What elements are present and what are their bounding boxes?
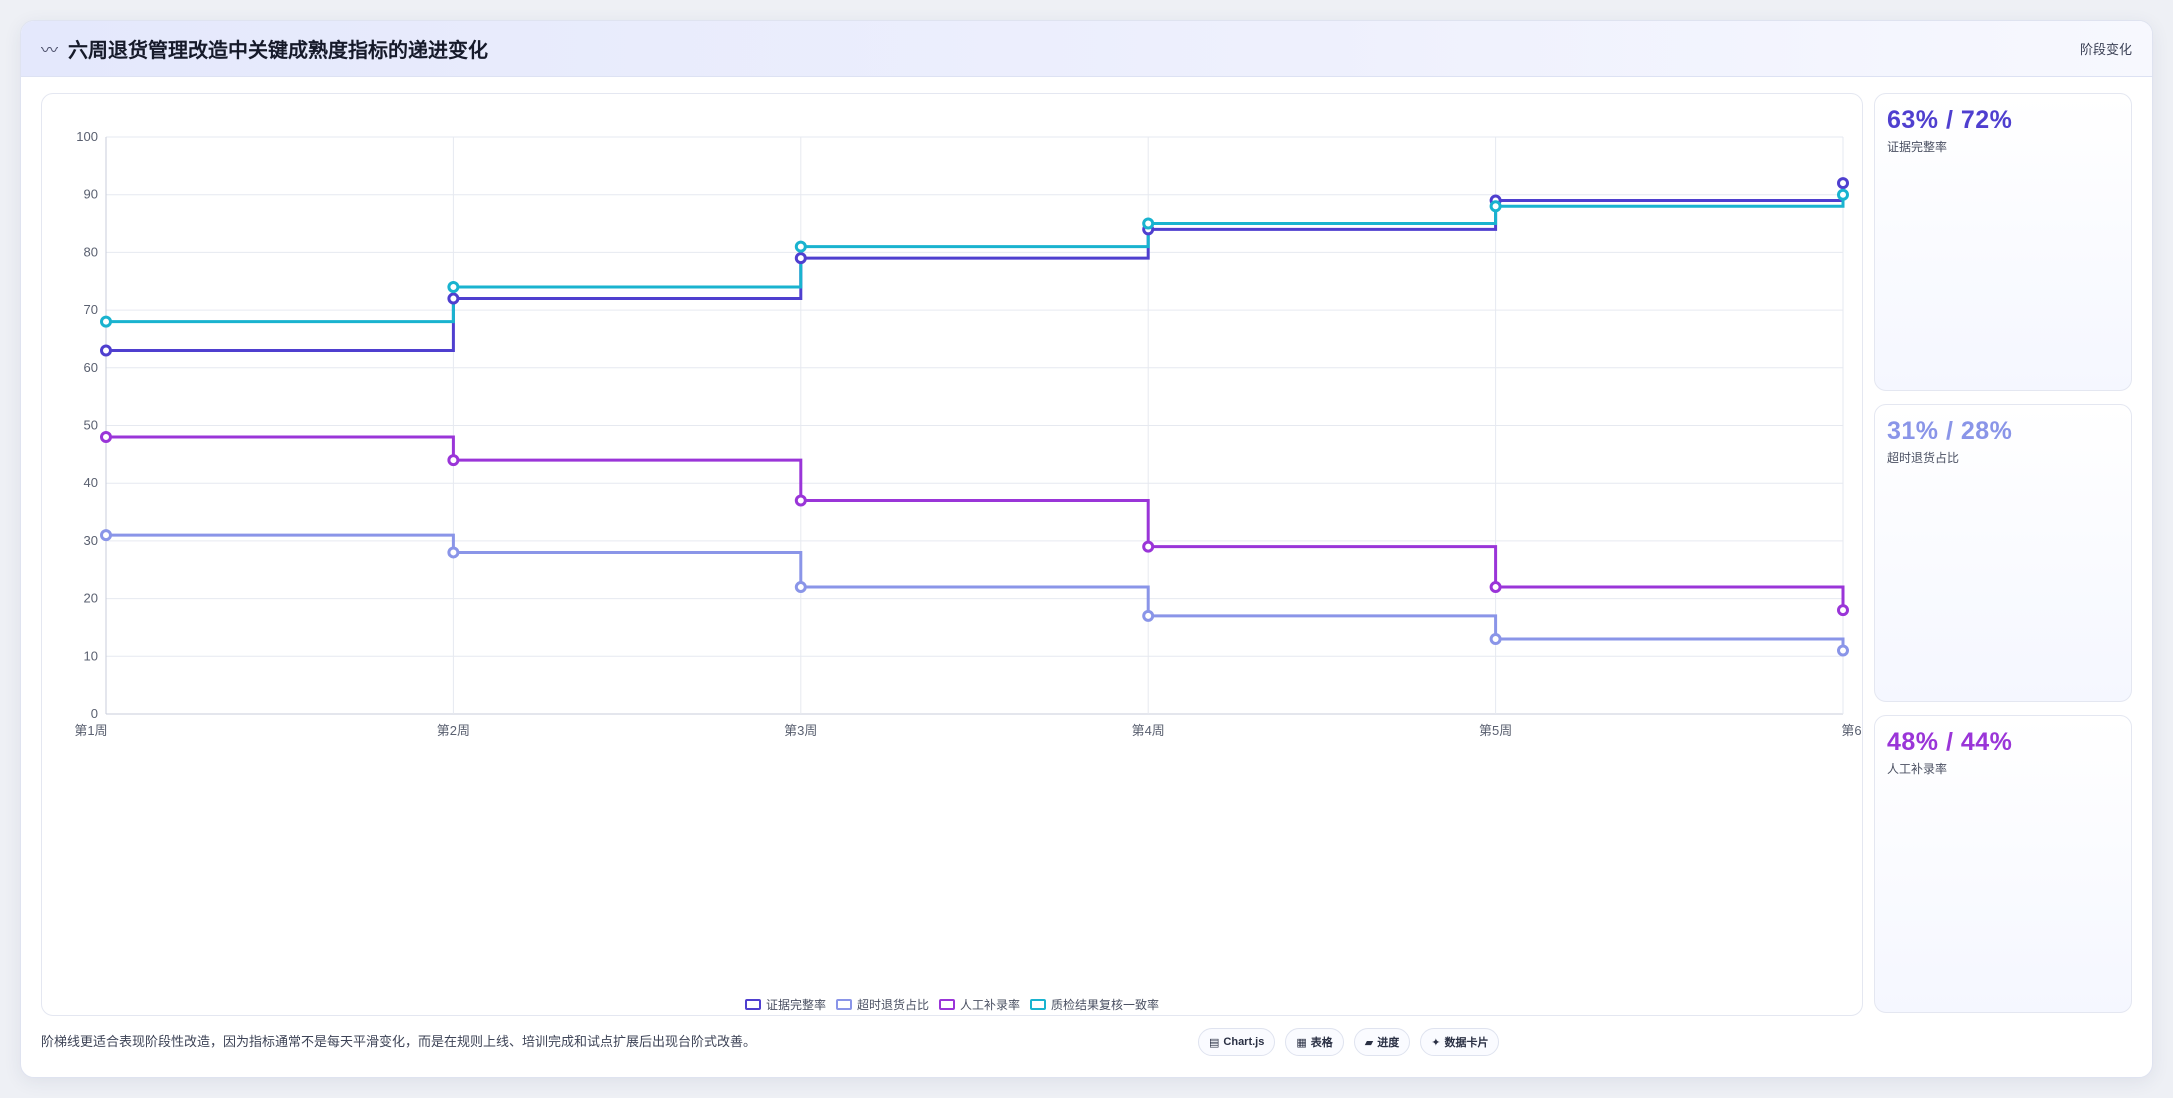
data-point	[1142, 217, 1155, 230]
series-line	[106, 183, 1845, 352]
chart-card: 〰 六周退货管理改造中关键成熟度指标的递进变化 阶段变化 0 10 20 30 40 50…	[20, 20, 2153, 1078]
pill-label: 表格	[1310, 1037, 1333, 1049]
data-point	[1142, 609, 1155, 622]
chart-icon: ▤	[1209, 1036, 1220, 1049]
data-point	[447, 546, 460, 559]
side-card-evidence: 63% / 72% 证据完整率	[1874, 93, 2132, 391]
chartjs-pill[interactable]: ▤ Chart.js	[1198, 1028, 1276, 1056]
data-point	[794, 494, 807, 507]
legend-item[interactable]: 人工补录率	[939, 996, 1020, 1013]
legend-swatch	[1030, 999, 1047, 1010]
data-point	[1489, 200, 1502, 213]
page-title: 六周退货管理改造中关键成熟度指标的递进变化	[68, 40, 488, 62]
x-tick-label: 第5周	[1479, 723, 1512, 738]
chart-legend: 证据完整率 超时退货占比 人工补录率 质检结果复核一致率	[42, 996, 1862, 1013]
x-tick-label: 第1周	[74, 723, 107, 738]
y-tick-label: 0	[91, 706, 98, 721]
y-tick-label: 40	[84, 475, 98, 490]
sparkle-icon: ✦	[1431, 1036, 1441, 1049]
data-card-pill[interactable]: ✦ 数据卡片	[1420, 1028, 1500, 1056]
table-pill[interactable]: ▦ 表格	[1285, 1028, 1344, 1056]
side-card-value: 31% / 28%	[1887, 417, 2013, 445]
pill-label: 进度	[1377, 1037, 1400, 1049]
data-point	[794, 581, 807, 594]
progress-icon: ▰	[1364, 1036, 1374, 1049]
data-point	[100, 315, 112, 328]
y-tick-label: 10	[84, 648, 98, 663]
side-card-manual: 48% / 44% 人工补录率	[1874, 715, 2132, 1013]
y-tick-label: 20	[84, 591, 98, 606]
data-point	[447, 454, 460, 467]
legend-item[interactable]: 超时退货占比	[835, 996, 929, 1013]
progress-pill[interactable]: ▰ 进度	[1353, 1028, 1411, 1056]
legend-swatch	[835, 999, 852, 1010]
data-point	[1489, 632, 1502, 645]
legend-item[interactable]: 质检结果复核一致率	[1030, 996, 1159, 1013]
data-point	[1489, 581, 1502, 594]
data-point	[794, 240, 807, 253]
x-tick-label: 第4周	[1132, 723, 1165, 738]
data-point	[1837, 177, 1849, 190]
title-wrap: 〰 六周退货管理改造中关键成熟度指标的递进变化	[41, 34, 488, 63]
data-point	[100, 344, 112, 357]
x-tick-label: 第3周	[784, 723, 817, 738]
side-card-label: 人工补录率	[1887, 762, 1948, 776]
y-tick-label: 90	[84, 187, 98, 202]
chart-line-icon: 〰	[41, 41, 58, 60]
pill-row: ▤ Chart.js ▦ 表格 ▰ 进度 ✦ 数据卡片	[1198, 1028, 1500, 1056]
legend-swatch	[939, 999, 955, 1010]
data-point	[794, 252, 807, 265]
data-point	[100, 431, 112, 444]
data-point	[447, 281, 460, 294]
y-tick-label: 50	[84, 418, 98, 433]
x-tick-label: 第2周	[437, 723, 470, 738]
header-tag: 阶段变化	[2079, 42, 2132, 57]
side-card-label: 证据完整率	[1887, 140, 1948, 154]
side-card-value: 48% / 44%	[1887, 728, 2013, 756]
footer-note: 阶梯线更适合表现阶段性改造，因为指标通常不是每天平滑变化，而是在规则上线、培训完…	[41, 1034, 757, 1049]
chart-panel: 0 10 20 30 40 50 60 70 80 90 100 第1周 第2周 第3周 第4周 第5周 第6周…	[41, 93, 1863, 1016]
header: 〰 六周退货管理改造中关键成熟度指标的递进变化 阶段变化	[21, 21, 2152, 77]
legend-label: 超时退货占比	[856, 998, 929, 1012]
data-point	[1837, 644, 1849, 657]
data-point	[1837, 604, 1849, 617]
table-icon: ▦	[1296, 1036, 1307, 1049]
y-tick-label: 60	[84, 360, 98, 375]
legend-label: 证据完整率	[765, 998, 826, 1012]
step-line-chart: 0 10 20 30 40 50 60 70 80 90 100 第1周 第2周 第3周 第4周 第5周 第6周	[74, 129, 1862, 738]
legend-label: 人工补录率	[960, 998, 1021, 1012]
data-point	[1142, 540, 1155, 553]
y-tick-label: 70	[84, 302, 98, 317]
pill-label: 数据卡片	[1444, 1037, 1489, 1049]
x-tick-label: 第6周	[1841, 723, 1862, 738]
series-line	[106, 435, 1845, 611]
data-point	[447, 292, 460, 305]
legend-label: 质检结果复核一致率	[1051, 998, 1160, 1012]
side-card-value: 63% / 72%	[1887, 106, 2013, 134]
legend-swatch	[744, 999, 761, 1010]
y-tick-label: 30	[84, 533, 98, 548]
pill-label: Chart.js	[1223, 1036, 1265, 1048]
y-tick-label: 100	[76, 129, 98, 144]
y-tick-label: 80	[84, 244, 98, 259]
data-point	[100, 529, 112, 542]
data-point	[1837, 188, 1849, 201]
side-card-timeout: 31% / 28% 超时退货占比	[1874, 404, 2132, 702]
series-line	[106, 533, 1845, 651]
side-card-label: 超时退货占比	[1887, 451, 1960, 465]
legend-item[interactable]: 证据完整率	[744, 996, 826, 1013]
